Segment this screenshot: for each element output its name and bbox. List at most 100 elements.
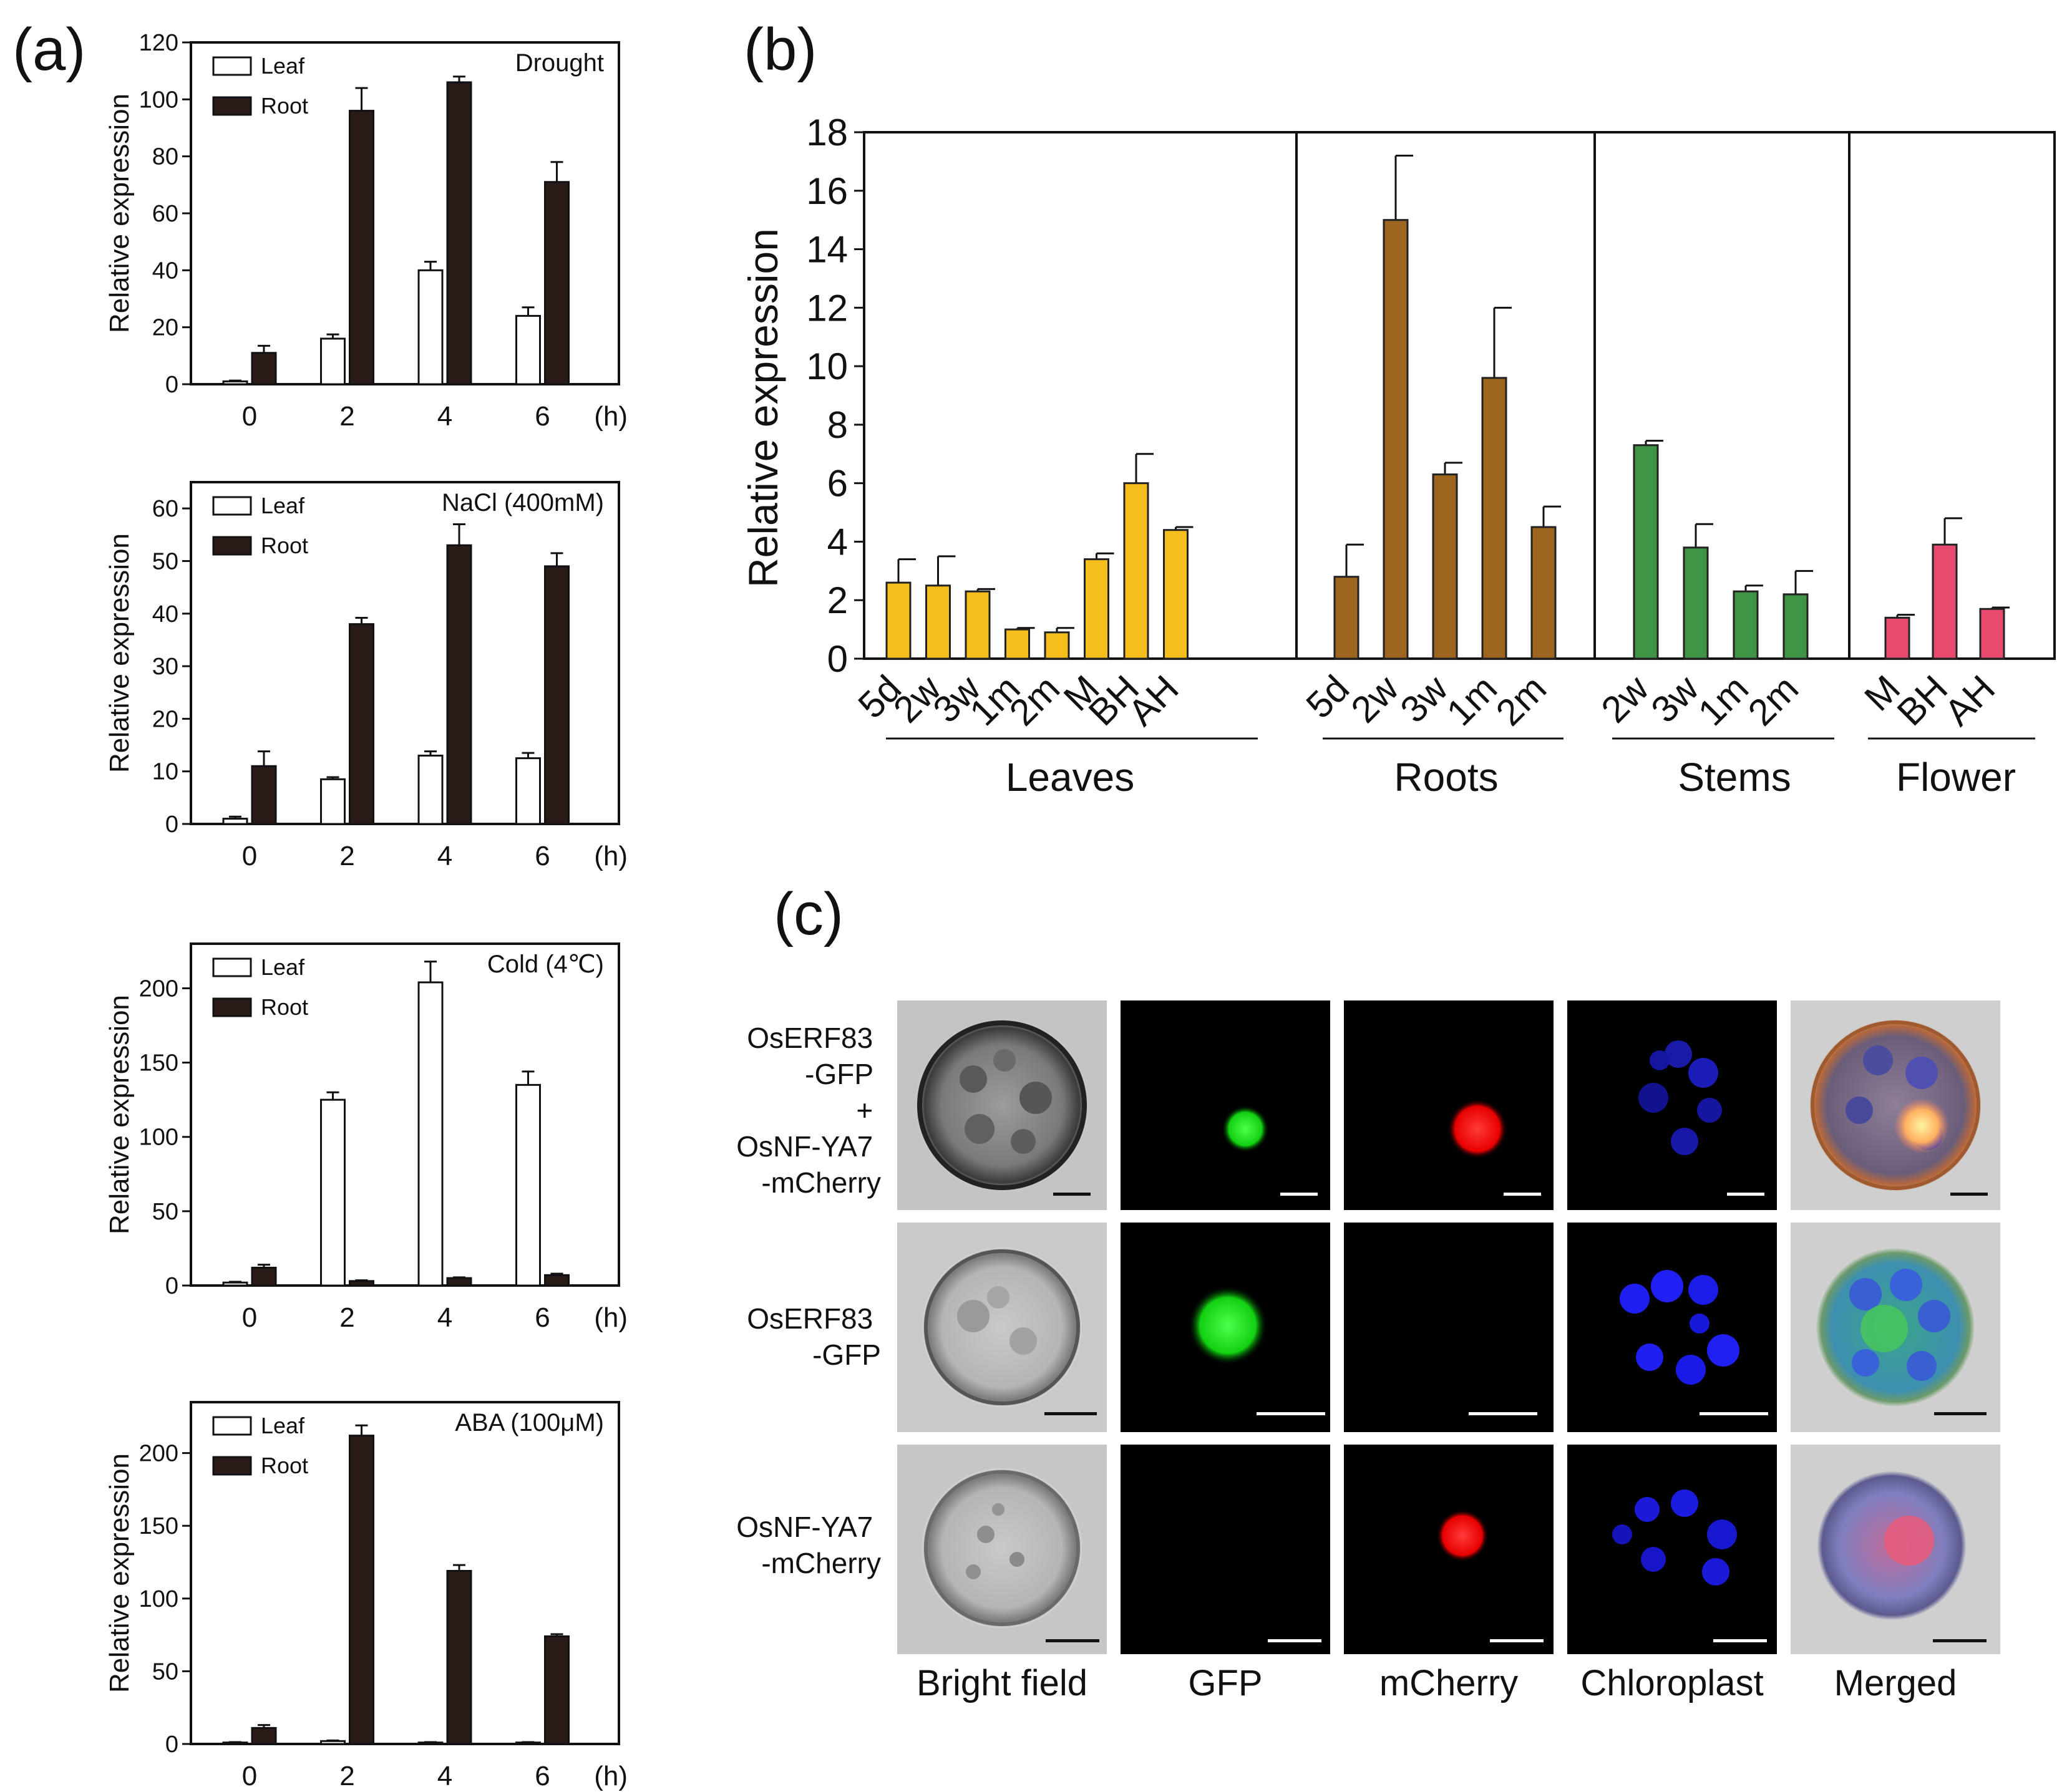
y-tick-label: 100 [139, 1586, 178, 1612]
bar-leaf [515, 1741, 541, 1745]
y-tick-label: 6 [827, 463, 848, 505]
bar-leaves [965, 590, 991, 660]
bar-leaf [222, 1281, 248, 1287]
bar-root [446, 1570, 472, 1745]
bar-flower [1884, 616, 1910, 660]
bar-leaves [1163, 529, 1189, 660]
bar-leaves [925, 584, 951, 660]
bar-leaf [320, 1740, 346, 1745]
image-row3-mcherry [1344, 1445, 1554, 1654]
x-unit-label: (h) [594, 1302, 628, 1333]
y-tick-label: 2 [827, 579, 848, 621]
panel-label-a: (a) [12, 16, 85, 83]
y-axis-label: Relative expression [740, 228, 786, 588]
legend-label-leaf: Leaf [261, 493, 305, 518]
x-tick-label: 0 [242, 1302, 257, 1333]
bar-root [251, 765, 277, 825]
y-tick-label: 18 [806, 112, 848, 153]
y-tick-label: 200 [139, 976, 178, 1002]
bar-roots [1432, 473, 1458, 660]
x-tick-label: 2 [339, 841, 354, 871]
bar-leaf [222, 818, 248, 825]
y-tick-label: 60 [152, 496, 178, 522]
image-row1-mcherry [1344, 1000, 1554, 1210]
x-tick-label: AH [1937, 667, 2003, 734]
bar-flower [1979, 608, 2005, 660]
y-tick-label: 0 [165, 372, 178, 398]
col-label-chloroplast: Chloroplast [1580, 1663, 1763, 1703]
bar-leaf [417, 754, 444, 825]
bar-leaf [515, 757, 541, 825]
y-tick-label: 14 [806, 229, 848, 271]
x-tick-label: 6 [535, 841, 550, 871]
x-unit-label: (h) [594, 1761, 628, 1791]
x-tick-label: AH [1120, 667, 1186, 734]
bar-root [446, 1277, 472, 1287]
y-tick-label: 80 [152, 144, 178, 170]
x-tick-label: 2 [339, 401, 354, 432]
col-label-gfp: GFP [1188, 1663, 1262, 1703]
x-tick-label: 6 [535, 401, 550, 432]
bar-leaf [417, 269, 444, 385]
row-label-3: OsNF-YA7 -mCherry [736, 1511, 881, 1579]
image-row2-gfp [1121, 1223, 1330, 1432]
image-row3-chloroplast [1567, 1445, 1777, 1654]
bar-leaves [1084, 558, 1109, 660]
y-tick-label: 100 [139, 1125, 178, 1151]
legend-swatch-root [212, 997, 252, 1017]
y-tick-label: 40 [152, 258, 178, 284]
x-tick-label: 2m [1488, 667, 1554, 734]
x-tick-label: 4 [437, 1761, 452, 1791]
x-tick-label: 2 [339, 1761, 354, 1791]
x-tick-label: 0 [242, 841, 257, 871]
col-label-bright-field: Bright field [917, 1663, 1087, 1703]
y-tick-label: 10 [152, 759, 178, 785]
plot-frame [863, 131, 2056, 660]
y-tick-label: 100 [139, 87, 178, 113]
bar-leaves [1044, 631, 1070, 660]
image-row3-bright-field [897, 1445, 1107, 1654]
col-label-mcherry: mCherry [1379, 1663, 1518, 1703]
bar-stems [1782, 593, 1809, 660]
bar-flower [1932, 543, 1958, 660]
x-tick-label: 0 [242, 1761, 257, 1791]
bar-root [544, 181, 570, 385]
y-tick-label: 16 [806, 170, 848, 212]
y-tick-label: 120 [139, 30, 178, 56]
bar-root [544, 1274, 570, 1287]
chart-title: ABA (100μM) [455, 1409, 604, 1436]
x-tick-label: 4 [437, 401, 452, 432]
y-tick-label: 20 [152, 315, 178, 341]
y-tick-label: 0 [165, 1273, 178, 1299]
image-row2-merged [1791, 1223, 2000, 1432]
plot-frame [190, 481, 620, 825]
bar-roots [1481, 377, 1507, 660]
bar-stems [1733, 590, 1759, 660]
y-tick-label: 0 [827, 638, 848, 680]
image-row1-merged [1791, 1000, 2000, 1210]
image-row2-chloroplast [1567, 1223, 1777, 1432]
y-axis-label: Relative expression [104, 533, 135, 773]
bar-root [251, 352, 277, 385]
x-tick-label: 2m [1001, 667, 1068, 734]
x-tick-label: 0 [242, 401, 257, 432]
plot-frame [190, 942, 620, 1287]
microscopy-grid: OsERF83 -GFP + OsNF-YA7 -mCherry OsERF83… [736, 1000, 2000, 1703]
plot-frame [190, 1401, 620, 1745]
x-tick-label: 6 [535, 1761, 550, 1791]
legend-label-leaf: Leaf [261, 954, 305, 980]
group-label-roots: Roots [1394, 755, 1498, 800]
bar-leaf [515, 1083, 541, 1287]
bar-root [349, 623, 374, 825]
legend-label-root: Root [261, 994, 308, 1020]
bar-leaf [222, 1741, 248, 1745]
bar-roots [1333, 576, 1359, 660]
bar-leaf [417, 1741, 444, 1745]
bar-root [544, 1635, 570, 1745]
chart-title: Cold (4℃) [487, 951, 604, 978]
